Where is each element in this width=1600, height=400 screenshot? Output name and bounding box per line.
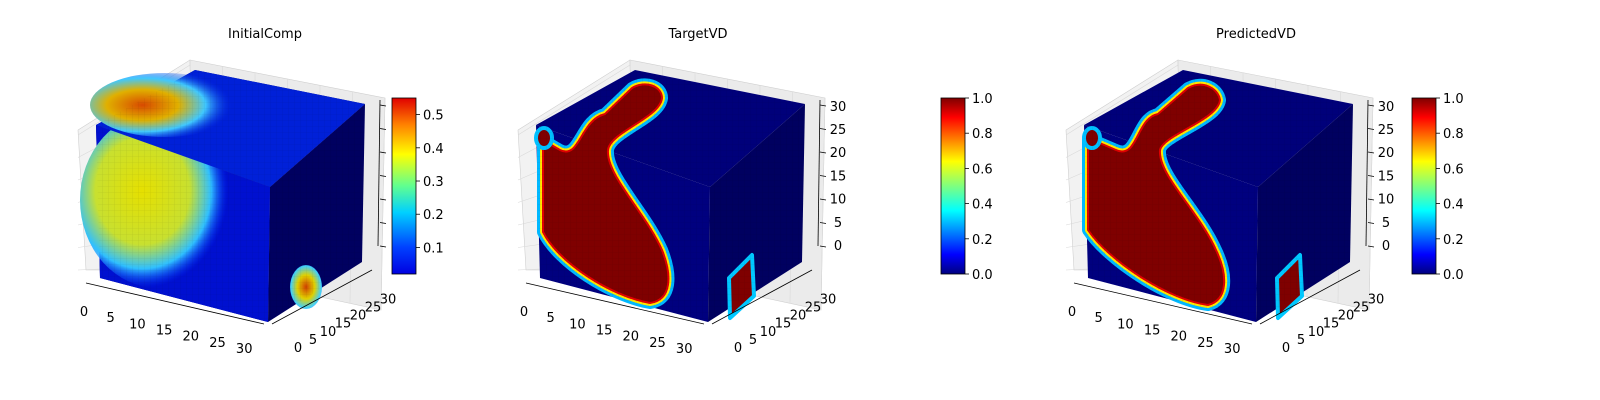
y-tick-label: 10 — [1308, 325, 1325, 340]
x-tick-label: 20 — [623, 330, 640, 345]
z-tick-label: 5 — [1382, 216, 1390, 231]
y-tick-label: 5 — [1297, 333, 1305, 348]
panel-2: 0 5 10 15 20 25 30 051015202530051015202530Targ… — [517, 27, 993, 357]
z-tick-label: 25 — [1378, 123, 1395, 138]
x-tick-label: 15 — [1144, 323, 1161, 338]
colorbar-tick-label: 0.2 — [972, 233, 993, 248]
x-tick-label: 15 — [596, 323, 613, 338]
colorbar-tick-label: 0.0 — [972, 268, 993, 283]
colorbar-tick-label: 0.6 — [972, 162, 993, 177]
z-tick-label: 10 — [830, 193, 847, 208]
panel-1: 0 5 10 15 20 25 30 051015202530InitialComp0.10.… — [77, 27, 444, 357]
y-tick-label: 25 — [805, 301, 822, 316]
y-tick-label: 30 — [380, 292, 397, 307]
y-tick-label: 25 — [365, 301, 382, 316]
x-tick-label: 20 — [1171, 330, 1188, 345]
z-tick-label: 15 — [830, 169, 847, 184]
z-tick-label: 15 — [1378, 169, 1395, 184]
x-tick-label: 5 — [547, 311, 555, 326]
colorbar-tick-label: 0.2 — [1443, 233, 1464, 248]
colorbar-tick-label: 0.6 — [1443, 162, 1464, 177]
colorbar — [940, 97, 966, 275]
panel-title: TargetVD — [667, 27, 727, 42]
y-tick-label: 10 — [760, 325, 777, 340]
y-tick-label: 0 — [294, 341, 302, 356]
y-tick-label: 10 — [320, 325, 337, 340]
colorbar-tick-label: 0.0 — [1443, 268, 1464, 283]
z-tick-label: 30 — [830, 100, 847, 115]
colorbar-tick-label: 0.2 — [423, 208, 444, 223]
z-tick-label: 20 — [830, 146, 847, 161]
y-tick-label: 0 — [1282, 341, 1290, 356]
y-tick-label: 15 — [775, 317, 792, 332]
z-tick-label: 5 — [834, 216, 842, 231]
colorbar-tick-label: 0.4 — [972, 198, 993, 213]
y-tick-label: 30 — [820, 292, 837, 307]
x-tick-label: 20 — [183, 330, 200, 345]
y-tick-label: 25 — [1353, 301, 1370, 316]
colorbar — [391, 97, 417, 275]
x-tick-label: 0 — [520, 305, 528, 320]
y-tick-label: 0 — [734, 341, 742, 356]
colorbar-tick-label: 0.8 — [1443, 127, 1464, 142]
x-tick-label: 30 — [236, 342, 253, 357]
y-tick-label: 20 — [350, 309, 367, 324]
x-tick-label: 5 — [1095, 311, 1103, 326]
x-tick-label: 30 — [676, 342, 693, 357]
y-tick-label: 20 — [1338, 309, 1355, 324]
z-tick-label: 20 — [1378, 146, 1395, 161]
colorbar-tick-label: 0.8 — [972, 127, 993, 142]
x-tick-label: 30 — [1224, 342, 1241, 357]
colorbar-tick-label: 0.4 — [423, 142, 444, 157]
panel-title: PredictedVD — [1216, 27, 1296, 42]
colorbar-tick-label: 1.0 — [1443, 92, 1464, 107]
y-tick-label: 15 — [335, 317, 352, 332]
y-tick-label: 5 — [749, 333, 757, 348]
x-tick-label: 25 — [1197, 336, 1214, 351]
panel-title: InitialComp — [228, 27, 302, 42]
x-tick-label: 25 — [649, 336, 666, 351]
colorbar-tick-label: 1.0 — [972, 92, 993, 107]
colorbar-tick-label: 0.3 — [423, 175, 444, 190]
x-tick-label: 0 — [80, 305, 88, 320]
y-tick-label: 15 — [1323, 317, 1340, 332]
z-tick-label: 30 — [1378, 100, 1395, 115]
panel-3: 0 5 10 15 20 25 30 051015202530051015202530Pred… — [1065, 27, 1464, 357]
z-tick-label: 25 — [830, 123, 847, 138]
colorbar-tick-label: 0.4 — [1443, 198, 1464, 213]
colorbar-tick-label: 0.1 — [423, 241, 444, 256]
x-tick-label: 10 — [569, 317, 586, 332]
colorbar-tick-label: 0.5 — [423, 109, 444, 124]
z-tick-label: 10 — [1378, 193, 1395, 208]
y-tick-label: 20 — [790, 309, 807, 324]
x-tick-label: 10 — [1117, 317, 1134, 332]
x-tick-label: 0 — [1068, 305, 1076, 320]
x-tick-label: 25 — [209, 336, 226, 351]
y-tick-label: 5 — [309, 333, 317, 348]
z-tick-label: 0 — [1382, 239, 1390, 254]
x-tick-label: 15 — [156, 323, 173, 338]
colorbar — [1411, 97, 1437, 275]
x-tick-label: 10 — [129, 317, 146, 332]
y-tick-label: 30 — [1368, 292, 1385, 307]
z-tick-label: 0 — [834, 239, 842, 254]
x-tick-label: 5 — [107, 311, 115, 326]
